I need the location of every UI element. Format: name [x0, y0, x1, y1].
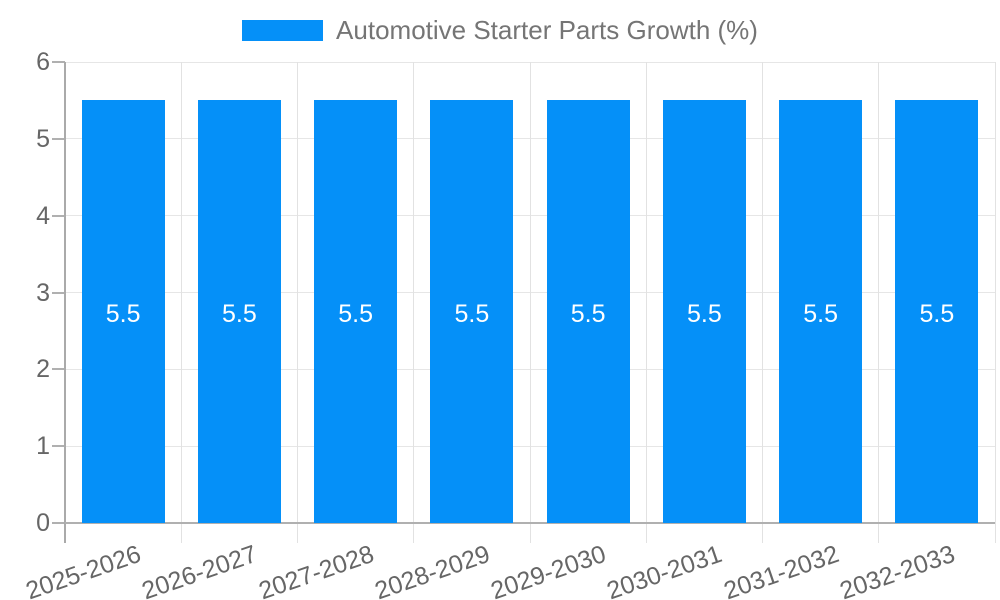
y-axis-tick — [52, 291, 65, 294]
bar: 5.5 — [779, 100, 863, 523]
legend-label: Automotive Starter Parts Growth (%) — [336, 15, 758, 45]
y-axis-label: 2 — [36, 355, 50, 384]
y-axis-tick — [52, 61, 65, 63]
category-gridline — [529, 62, 531, 543]
y-axis-label: 0 — [36, 509, 50, 537]
category-gridline — [645, 62, 647, 543]
y-axis-tick — [52, 522, 65, 524]
bar-value-label: 5.5 — [919, 299, 955, 328]
category-gridline — [762, 62, 763, 543]
category-gridline — [297, 62, 298, 543]
x-axis-line — [65, 522, 995, 524]
x-axis-label: 2027-2028 — [254, 539, 378, 600]
bar: 5.5 — [895, 100, 979, 523]
y-axis-label: 6 — [36, 48, 50, 76]
category-gridline — [180, 62, 182, 543]
y-axis-label: 1 — [36, 432, 50, 461]
bar: 5.5 — [197, 100, 281, 523]
x-axis-label: 2031-2032 — [719, 539, 843, 600]
bar-value-label: 5.5 — [221, 299, 257, 328]
y-axis-tick — [52, 214, 65, 217]
bar-value-label: 5.5 — [570, 299, 606, 328]
x-axis-label: 2026-2027 — [138, 539, 261, 600]
bar-value-label: 5.5 — [686, 299, 722, 328]
x-axis-label: 2028-2029 — [371, 539, 494, 600]
bar: 5.5 — [430, 100, 514, 523]
bar: 5.5 — [314, 100, 398, 523]
y-axis-tick — [52, 137, 65, 140]
y-axis-label: 5 — [36, 124, 50, 153]
bar-value-label: 5.5 — [105, 299, 141, 328]
x-axis-label: 2029-2030 — [487, 539, 610, 600]
y-axis-label: 3 — [36, 278, 50, 307]
bar-value-label: 5.5 — [338, 299, 373, 328]
bar: 5.5 — [546, 100, 630, 523]
x-axis-label: 2032-2033 — [836, 539, 959, 600]
category-gridline — [994, 62, 996, 543]
x-axis-label: 2025-2026 — [22, 539, 145, 600]
category-gridline — [878, 62, 880, 543]
chart-legend: Automotive Starter Parts Growth (%) — [0, 14, 1000, 46]
legend-swatch — [242, 19, 324, 41]
y-axis-tick — [52, 445, 65, 448]
category-gridline — [413, 62, 415, 543]
x-axis-label: 2030-2031 — [603, 539, 726, 600]
bar-value-label: 5.5 — [803, 299, 838, 328]
bar: 5.5 — [662, 100, 746, 523]
y-axis-label: 4 — [36, 201, 50, 230]
bar: 5.5 — [81, 100, 165, 523]
y-axis-line — [64, 62, 66, 543]
y-axis-tick — [52, 368, 65, 371]
bar-value-label: 5.5 — [454, 299, 490, 328]
